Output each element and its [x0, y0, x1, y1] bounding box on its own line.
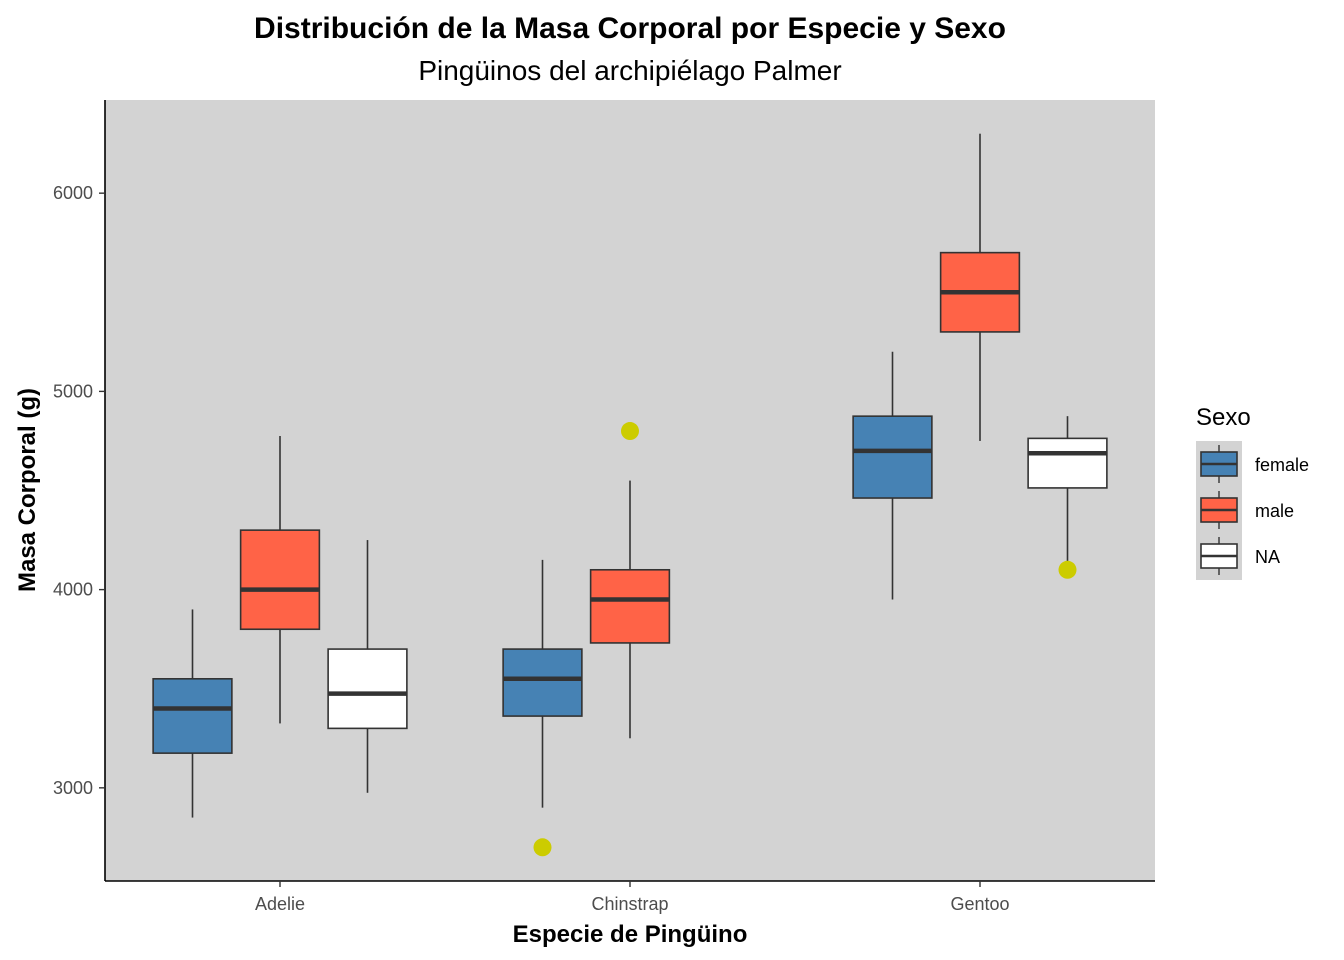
outlier-point: [621, 422, 639, 441]
legend-label: NA: [1255, 547, 1280, 567]
y-tick-label: 4000: [53, 580, 93, 600]
legend-label: female: [1255, 455, 1309, 475]
box-adelie-female: [152, 609, 233, 818]
box-iqr: [502, 648, 583, 717]
box-iqr: [327, 648, 408, 730]
box-adelie-na: [327, 540, 408, 793]
box-gentoo-female: [852, 351, 933, 600]
chart-subtitle: Pingüinos del archipiélago Palmer: [418, 55, 841, 86]
x-tick-label: Chinstrap: [591, 894, 668, 914]
box-iqr: [1027, 437, 1108, 489]
y-tick-label: 3000: [53, 778, 93, 798]
box-iqr: [152, 678, 233, 754]
legend: Sexo female male NA: [1196, 404, 1309, 580]
y-axis-title: Masa Corporal (g): [14, 388, 41, 592]
box-iqr: [852, 415, 933, 499]
box-gentoo-na: [1027, 416, 1108, 579]
chart-title: Distribución de la Masa Corporal por Esp…: [254, 12, 1006, 45]
box-iqr: [589, 568, 671, 644]
legend-title: Sexo: [1196, 404, 1251, 431]
legend-item-na: NA: [1200, 537, 1280, 575]
box-chinstrap-female: [502, 559, 583, 857]
y-tick-label: 5000: [53, 381, 93, 401]
box-gentoo-male: [939, 133, 1021, 441]
x-tick-label: Gentoo: [950, 894, 1009, 914]
legend-item-male: male: [1200, 491, 1294, 529]
box-iqr: [239, 529, 321, 631]
outlier-point: [1058, 560, 1077, 579]
legend-label: male: [1255, 501, 1294, 521]
x-tick-label: Adelie: [255, 894, 305, 914]
axes-ticks: 3000 4000 5000 6000 Adelie Chinstrap Gentoo: [53, 183, 1010, 914]
x-axis-title: Especie de Pingüino: [513, 921, 748, 948]
plot-marks: [152, 133, 1108, 857]
box-chinstrap-male: [589, 422, 671, 739]
y-tick-label: 6000: [53, 183, 93, 203]
box-adelie-male: [239, 435, 321, 724]
legend-item-female: female: [1200, 445, 1309, 483]
outlier-point: [533, 838, 552, 857]
